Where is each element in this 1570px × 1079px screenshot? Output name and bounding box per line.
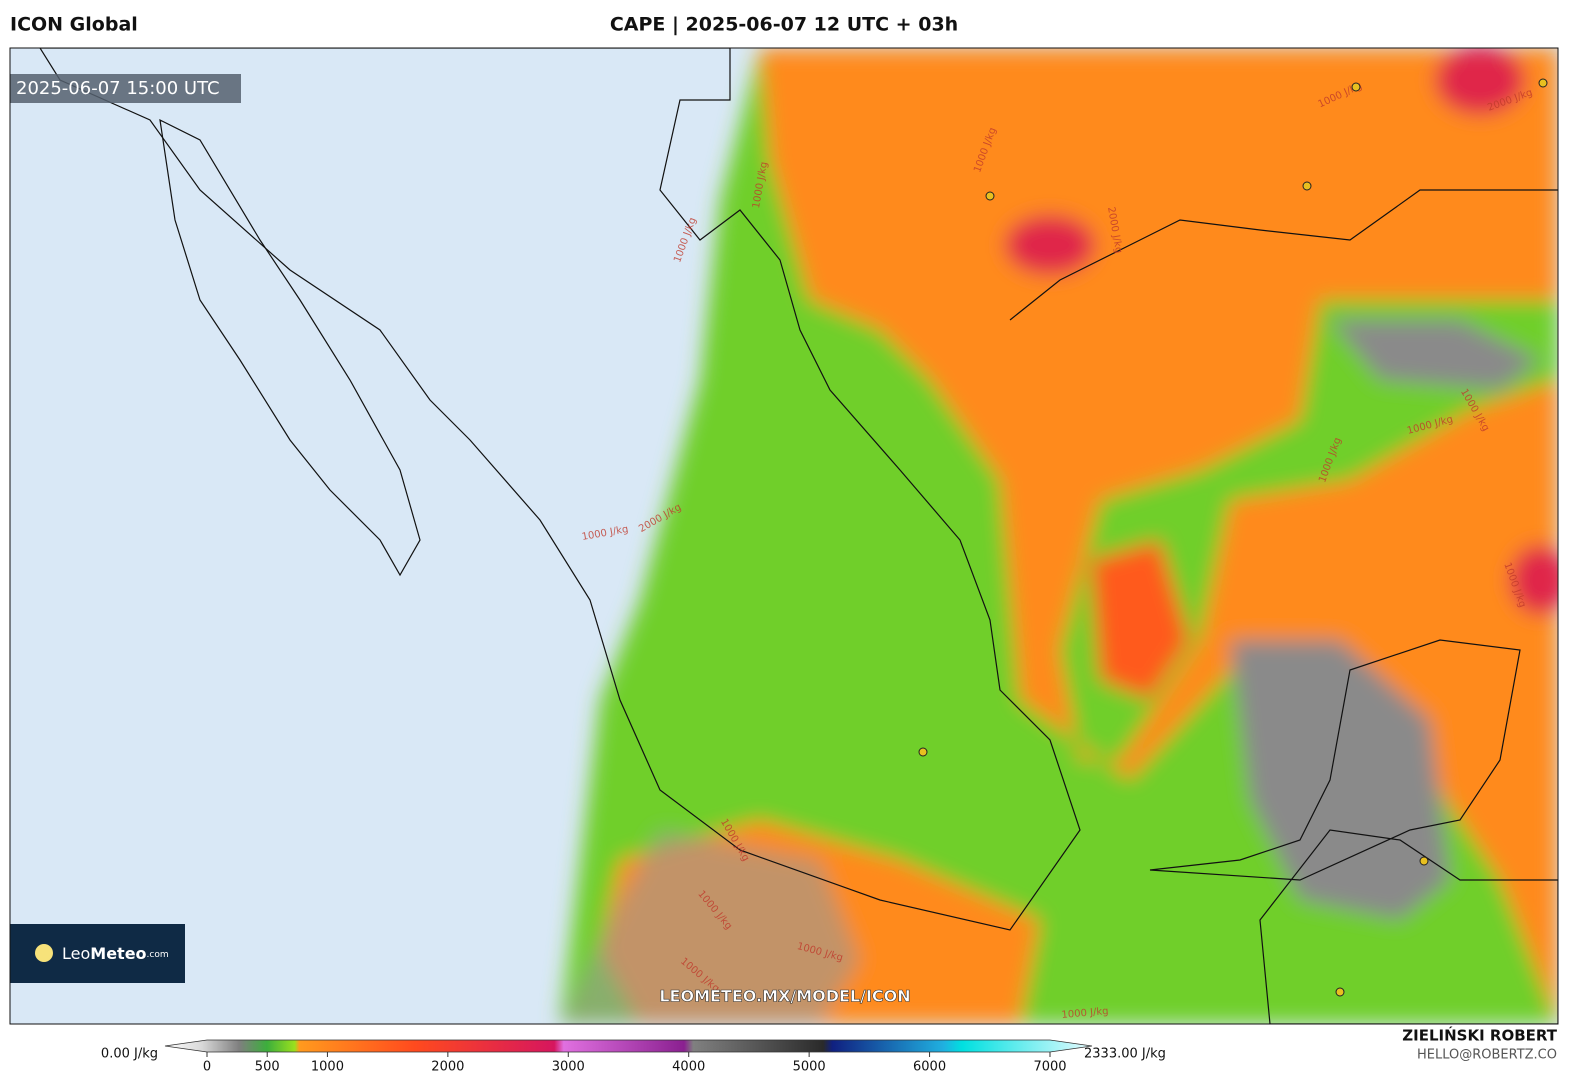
colorbar-tick-label: 7000 <box>1033 1060 1066 1075</box>
field-orange <box>760 48 1558 1024</box>
field-red <box>1090 540 1190 700</box>
colorbar: 0.00 J/kg 2333.00 J/kg 0 500 1000 2000 3000 4… <box>101 1039 1166 1075</box>
watermark: LEOMETEO.MX/MODEL/ICON <box>659 987 910 1006</box>
logo-tld: .com <box>147 950 169 960</box>
land-mexico <box>39 48 1081 931</box>
colorbar-tick-label: 6000 <box>913 1060 946 1075</box>
contour-label: 1000 J/kg <box>1061 1006 1109 1021</box>
credit-email: HELLO@ROBERTZ.CO <box>1417 1048 1557 1063</box>
field-gray <box>1230 640 1450 920</box>
colorbar-min: 0.00 J/kg <box>101 1047 158 1062</box>
map-title: CAPE | 2025-06-07 12 UTC + 03h <box>610 14 958 36</box>
land-central-america <box>1259 829 1558 1024</box>
colorbar-tick-label: 2000 <box>431 1060 464 1075</box>
model-name: ICON Global <box>10 14 138 36</box>
logo-meteo: Meteo <box>90 944 146 963</box>
field-gray <box>1330 320 1540 390</box>
land <box>39 48 1558 1024</box>
logo-text: LeoMeteo.com <box>62 944 169 963</box>
colorbar-tick-label: 500 <box>255 1060 280 1075</box>
coast-yucatan <box>1149 639 1521 881</box>
colorbar-ramp <box>164 1039 1093 1053</box>
land-baja <box>159 118 421 577</box>
city-dot <box>1419 856 1429 866</box>
coast-gulf <box>1009 189 1558 321</box>
logo-sun <box>35 944 53 962</box>
city-dot <box>985 191 995 201</box>
city-dot <box>918 747 928 757</box>
colorbar-max: 2333.00 J/kg <box>1084 1047 1166 1062</box>
valid-time: 2025-06-07 15:00 UTC <box>16 78 220 99</box>
colorbar-tick-label: 1000 <box>311 1060 344 1075</box>
colorbar-tick-label: 0 <box>203 1060 211 1075</box>
field-max <box>1005 215 1095 275</box>
colorbar-tick-label: 5000 <box>793 1060 826 1075</box>
map-frame <box>9 47 1559 1025</box>
colorbar-tick-label: 4000 <box>672 1060 705 1075</box>
credit-author: ZIELIŃSKI ROBERT <box>1402 1026 1557 1045</box>
city-dot <box>1351 82 1361 92</box>
field-max <box>1510 545 1558 615</box>
colorbar-tick-label: 3000 <box>552 1060 585 1075</box>
field-gray <box>560 830 860 1024</box>
cape-field <box>560 48 1558 1024</box>
city-dot <box>1335 987 1345 997</box>
city-dot <box>1538 78 1548 88</box>
cities <box>918 78 1548 997</box>
logo-leo: Leo <box>62 944 90 963</box>
field-max <box>1435 48 1525 115</box>
city-dot <box>1302 181 1312 191</box>
time-box <box>10 74 241 103</box>
